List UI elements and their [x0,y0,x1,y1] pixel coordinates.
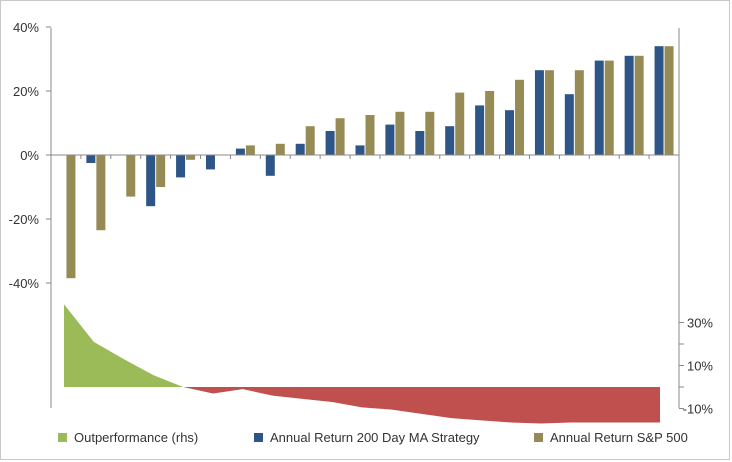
left-tick-label-3: -20% [9,212,40,227]
bar-strategy-15 [505,110,515,155]
bar-strategy-3 [146,155,156,207]
left-tick-label-0: 40% [13,20,39,35]
left-tick-label-1: 20% [13,84,39,99]
bar-strategy-9 [325,131,335,155]
bar-strategy-5 [205,155,215,170]
bar-sp500-14 [485,91,495,155]
bar-strategy-17 [564,94,574,155]
legend-item-outperformance: Outperformance (rhs) [58,430,198,445]
bar-sp500-12 [425,111,435,155]
bar-sp500-6 [245,145,255,155]
bar-sp500-3 [156,155,166,187]
outperformance-area-layer [64,304,660,424]
right-tick-label-0: 30% [687,316,713,331]
bars-layer [66,46,674,279]
left-tick-label-2: 0% [20,148,39,163]
bar-strategy-13 [445,126,455,155]
legend-swatch-sp500 [534,433,543,442]
bar-sp500-13 [455,92,465,155]
bar-sp500-0 [66,155,76,279]
bar-strategy-19 [624,55,634,155]
legend-label-sp500: Annual Return S&P 500 [550,430,688,445]
bar-sp500-9 [335,118,345,155]
bar-sp500-7 [275,143,285,155]
legend-label-strategy: Annual Return 200 Day MA Strategy [270,430,480,445]
legend-swatch-outperformance [58,433,67,442]
bar-strategy-18 [594,60,604,155]
right-tick-label-2: -10% [683,402,714,417]
legend-item-strategy: Annual Return 200 Day MA Strategy [254,430,480,445]
legend-swatch-strategy [254,433,263,442]
bar-strategy-12 [415,131,425,155]
bar-strategy-20 [654,46,664,156]
axes-layer [46,26,684,409]
outperformance-area-positive [64,304,184,387]
bar-sp500-20 [664,46,674,156]
bar-sp500-15 [515,79,525,155]
legend: Outperformance (rhs) Annual Return 200 D… [0,426,732,450]
outperformance-area-negative [183,387,660,424]
legend-label-outperformance: Outperformance (rhs) [74,430,199,445]
bar-sp500-17 [574,70,584,155]
right-tick-label-1: 10% [687,359,713,374]
bar-strategy-8 [295,143,305,155]
bar-strategy-10 [355,145,365,155]
bar-sp500-11 [395,111,405,155]
bar-strategy-16 [534,70,544,155]
bar-sp500-1 [96,155,106,231]
tick-labels-layer: 40% 20% 0% -20% -40% 30% 10% -10% [9,20,714,417]
bar-strategy-11 [385,124,395,155]
left-tick-label-4: -40% [9,276,40,291]
bar-strategy-4 [176,155,186,178]
bar-sp500-2 [126,155,136,197]
bar-sp500-18 [604,60,614,155]
bar-sp500-8 [305,126,315,155]
bar-sp500-10 [365,115,375,155]
bar-strategy-7 [265,155,275,176]
bar-sp500-4 [186,155,196,160]
bar-sp500-19 [634,55,644,155]
bar-strategy-1 [86,155,96,163]
legend-item-sp500: Annual Return S&P 500 [534,430,688,445]
bar-strategy-6 [235,148,245,155]
bar-strategy-14 [475,105,485,155]
bar-sp500-16 [544,70,554,155]
